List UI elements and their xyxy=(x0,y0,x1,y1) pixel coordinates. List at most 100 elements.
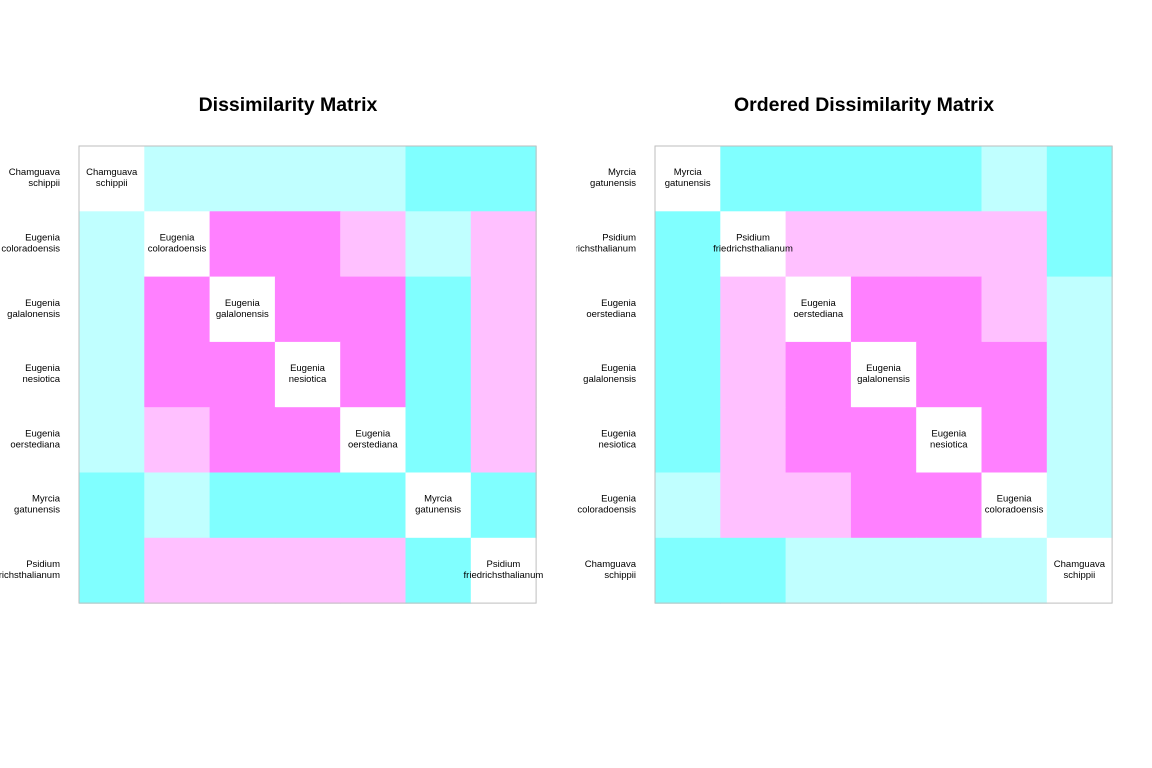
diagonal-label: Psidium friedrichsthalianum xyxy=(464,559,544,581)
heatmap-cell xyxy=(274,146,341,212)
heatmap-cell xyxy=(850,341,917,408)
heatmap-cell xyxy=(79,146,145,212)
diagonal-label: Eugenia coloradoensis xyxy=(985,494,1044,516)
heatmap-cell xyxy=(785,211,852,278)
diagonal-label: Eugenia galalonensis xyxy=(857,363,910,385)
heatmap-cell xyxy=(1046,276,1113,343)
heatmap-cell xyxy=(850,146,917,212)
row-label: Eugenia oerstediana xyxy=(10,428,60,450)
heatmap-cell xyxy=(981,341,1048,408)
row-label: Myrcia gatunensis xyxy=(14,494,61,516)
heatmap-cell xyxy=(470,276,537,343)
row-label: Chamguava schippii xyxy=(585,559,637,581)
heatmap-cell xyxy=(720,276,787,343)
row-label: Chamguava schippii xyxy=(9,167,61,189)
heatmap-cell xyxy=(144,146,211,212)
heatmap-frame xyxy=(654,145,1113,604)
heatmap-cell xyxy=(720,537,787,604)
heatmap-cell xyxy=(209,276,276,343)
heatmap-cell xyxy=(850,276,917,343)
heatmap-cell xyxy=(916,146,983,212)
row-label: Eugenia coloradoensis xyxy=(577,494,636,516)
heatmap-cell xyxy=(1046,472,1113,539)
heatmap-cell xyxy=(981,537,1048,604)
ordered-dissimilarity-matrix-panel: Ordered Dissimilarity Matrix Myrcia gatun… xyxy=(576,0,1152,768)
heatmap-cell xyxy=(144,276,211,343)
dissimilarity-heatmap: Chamguava schippii Chamguava schippii Eugeni… xyxy=(0,145,544,604)
dissimilarity-matrix-panel: Dissimilarity Matrix Chamguava schippii Ch… xyxy=(0,94,544,604)
heatmap-cell xyxy=(209,146,276,212)
heatmap-cell xyxy=(470,472,537,539)
diagonal-label: Myrcia gatunensis xyxy=(665,167,711,189)
heatmap-cell xyxy=(1046,146,1113,212)
heatmap-cell xyxy=(144,407,211,474)
heatmap-cell xyxy=(785,537,852,604)
heatmap-cell xyxy=(470,341,537,408)
row-label: Eugenia nesiotica xyxy=(23,363,61,385)
heatmap-cell xyxy=(405,472,472,539)
heatmap-cell xyxy=(981,407,1048,474)
diagonal-label: Eugenia galalonensis xyxy=(216,298,269,320)
heatmap-cell xyxy=(209,211,276,278)
heatmap-cell xyxy=(209,537,276,604)
heatmap-cell xyxy=(274,341,341,408)
heatmap-cell xyxy=(916,407,983,474)
heatmap-cell xyxy=(655,537,721,604)
heatmap-cell xyxy=(1046,407,1113,474)
heatmap-cell xyxy=(655,276,721,343)
heatmap-cell xyxy=(655,407,721,474)
heatmap-cell xyxy=(470,407,537,474)
heatmap-cell xyxy=(981,146,1048,212)
heatmap-cell xyxy=(144,472,211,539)
heatmap-cell xyxy=(785,472,852,539)
heatmap-cell xyxy=(785,407,852,474)
row-label: Eugenia galalonensis xyxy=(7,298,61,320)
heatmap-cell xyxy=(720,341,787,408)
heatmap-cell xyxy=(209,341,276,408)
heatmap-cell xyxy=(850,537,917,604)
heatmap-cell xyxy=(1046,537,1113,604)
heatmap-cell xyxy=(340,407,407,474)
row-label: Myrcia gatunensis xyxy=(590,167,637,189)
heatmap-cell xyxy=(274,276,341,343)
diagonal-label: Chamguava schippii xyxy=(86,167,138,189)
diagonal-label: Eugenia coloradoensis xyxy=(148,233,207,255)
heatmap-cell xyxy=(655,341,721,408)
heatmap-cell xyxy=(850,407,917,474)
row-label: Eugenia galalonensis xyxy=(583,363,637,385)
heatmap-cell xyxy=(655,146,721,212)
row-label: Eugenia nesiotica xyxy=(599,428,637,450)
heatmap-cell xyxy=(405,407,472,474)
heatmap-cell xyxy=(405,211,472,278)
heatmap-cell xyxy=(274,537,341,604)
heatmap-cell xyxy=(785,276,852,343)
heatmap-cell xyxy=(209,472,276,539)
diagonal-label: Eugenia nesiotica xyxy=(930,428,968,450)
heatmap-cell xyxy=(981,472,1048,539)
heatmap-cell xyxy=(655,472,721,539)
heatmap-cell xyxy=(470,537,537,604)
heatmap-cell xyxy=(720,146,787,212)
heatmap-cell xyxy=(209,407,276,474)
heatmap-cell xyxy=(720,211,787,278)
heatmap-cell xyxy=(274,472,341,539)
heatmap-cell xyxy=(405,341,472,408)
heatmap-cell xyxy=(470,211,537,278)
heatmap-cell xyxy=(981,276,1048,343)
heatmap-cell xyxy=(144,211,211,278)
heatmap-cell xyxy=(470,146,537,212)
diagonal-label: Psidium friedrichsthalianum xyxy=(713,233,793,255)
heatmap-cell xyxy=(144,341,211,408)
heatmap-cell xyxy=(340,276,407,343)
heatmap-cell xyxy=(144,537,211,604)
heatmap-cell xyxy=(1046,341,1113,408)
diagonal-label: Eugenia oerstediana xyxy=(348,428,398,450)
row-label: Eugenia coloradoensis xyxy=(1,233,60,255)
heatmap-cell xyxy=(405,537,472,604)
heatmap-cell xyxy=(916,537,983,604)
heatmap-cell xyxy=(785,146,852,212)
diagonal-label: Myrcia gatunensis xyxy=(415,494,461,516)
heatmap-cell xyxy=(1046,211,1113,278)
